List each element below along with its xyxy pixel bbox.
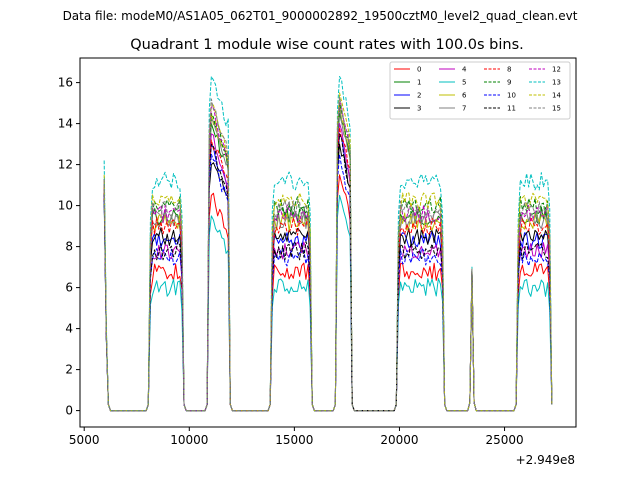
- chart-title: Quadrant 1 module wise count rates with …: [130, 37, 524, 53]
- x-tick-label: 15000: [275, 433, 313, 447]
- legend-label-0: 0: [417, 66, 421, 74]
- legend-label-1: 1: [417, 79, 421, 87]
- y-tick-label: 0: [65, 404, 73, 418]
- y-tick-label: 2: [65, 363, 73, 377]
- legend-label-7: 7: [462, 105, 466, 113]
- x-tick-label: 20000: [380, 433, 418, 447]
- legend-label-13: 13: [552, 79, 561, 87]
- y-tick-label: 16: [58, 76, 73, 90]
- legend-frame: [389, 61, 571, 120]
- legend-label-9: 9: [507, 79, 511, 87]
- series-layer: [103, 75, 553, 412]
- y-tick-label: 10: [58, 199, 73, 213]
- x-tick-label: 25000: [485, 433, 523, 447]
- suptitle: Data file: modeM0/AS1A05_062T01_90000028…: [63, 9, 578, 23]
- y-tick-label: 8: [65, 240, 73, 254]
- x-tick-label: 5000: [69, 433, 100, 447]
- legend-label-6: 6: [462, 92, 467, 100]
- y-tick-label: 6: [65, 281, 73, 295]
- y-axis: 0 2 4 6 8 10 12 14 16: [58, 76, 80, 418]
- legend-label-5: 5: [462, 79, 466, 87]
- legend-label-11: 11: [507, 105, 516, 113]
- legend-label-12: 12: [552, 66, 561, 74]
- series-line-15: [103, 96, 553, 412]
- legend-label-4: 4: [462, 66, 467, 74]
- legend-label-3: 3: [417, 105, 421, 113]
- axes-frame: [79, 57, 577, 428]
- x-axis: 5000 10000 15000 20000 25000: [69, 427, 524, 447]
- legend-label-10: 10: [507, 92, 516, 100]
- x-tick-label: 10000: [170, 433, 208, 447]
- legend-label-14: 14: [552, 92, 561, 100]
- y-tick-label: 14: [58, 117, 73, 131]
- legend-label-15: 15: [552, 105, 561, 113]
- legend-label-2: 2: [417, 92, 421, 100]
- y-tick-label: 4: [65, 322, 73, 336]
- y-tick-label: 12: [58, 158, 73, 172]
- legend-label-8: 8: [507, 66, 511, 74]
- x-offset-label: +2.949e8: [516, 453, 575, 467]
